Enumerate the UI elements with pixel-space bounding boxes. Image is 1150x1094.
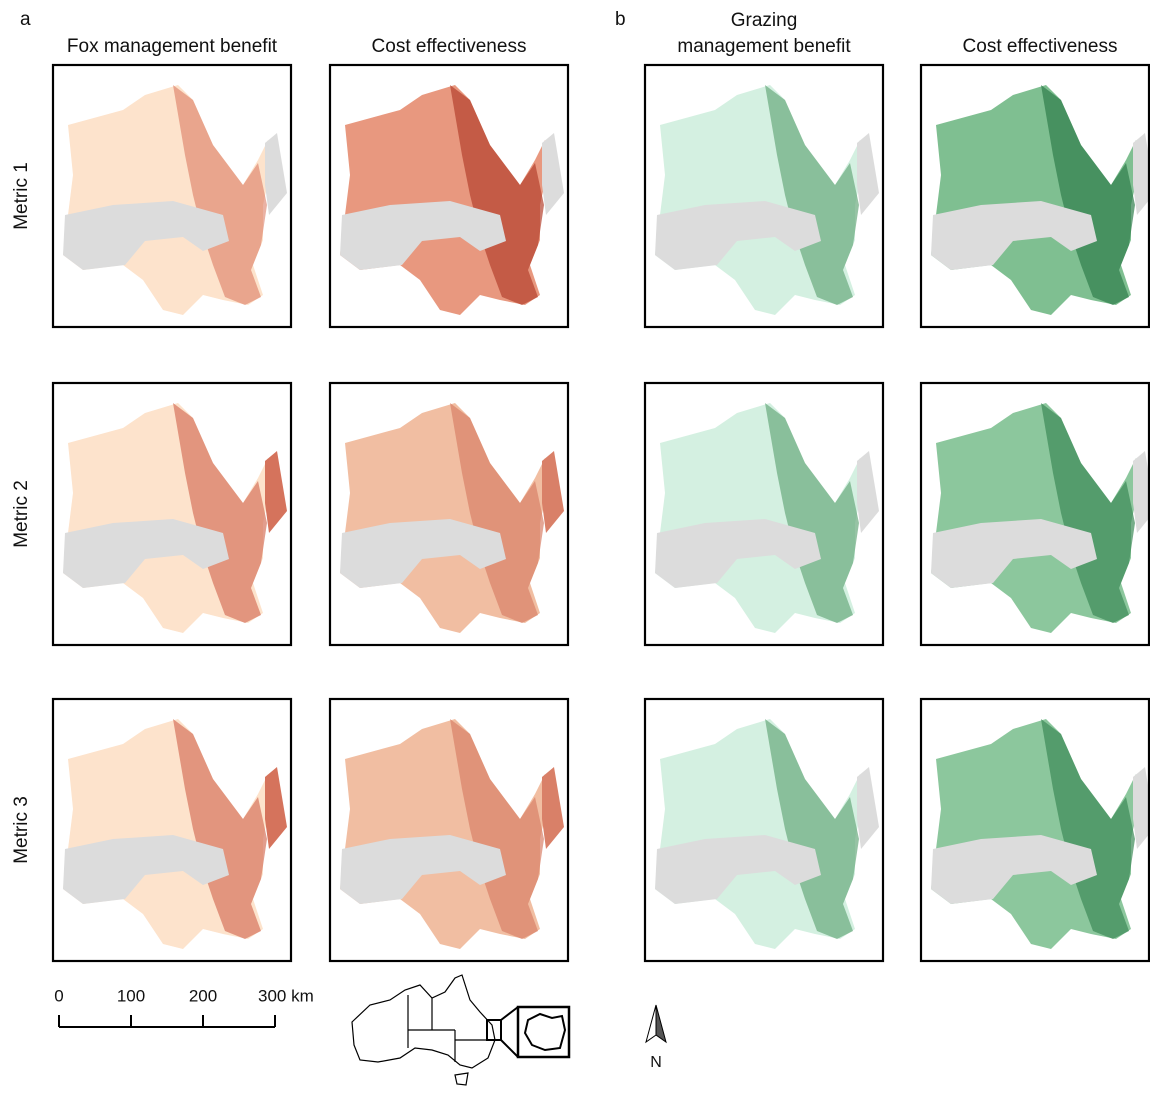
map	[921, 65, 1150, 327]
scale-label: 200	[189, 986, 217, 1005]
map-panels	[53, 65, 1150, 961]
australia	[352, 975, 495, 1068]
map	[330, 699, 568, 961]
north-arrow	[646, 1005, 666, 1042]
scale-bar	[59, 1015, 275, 1027]
column-header: management benefit	[677, 36, 851, 57]
map	[53, 699, 291, 961]
column-header: Grazing	[731, 10, 798, 31]
map	[53, 383, 291, 645]
coastal-area	[542, 767, 564, 849]
column-header: Cost effectiveness	[372, 36, 527, 57]
column-header: Fox management benefit	[67, 36, 278, 57]
coastal-area	[542, 133, 564, 215]
panel-label: a	[20, 9, 31, 30]
tasmania	[455, 1073, 468, 1085]
coastal-area	[857, 767, 879, 849]
coastal-area	[1133, 767, 1150, 849]
coastal-area	[1133, 451, 1150, 533]
coastal-area	[857, 133, 879, 215]
row-label: Metric 1	[11, 162, 32, 230]
row-label: Metric 2	[11, 480, 32, 548]
coastal-area	[265, 133, 287, 215]
inset-lines	[501, 1007, 518, 1057]
map	[330, 383, 568, 645]
figure: a b 0 100 200 300 km N Fox management be…	[0, 0, 1150, 1094]
map	[330, 65, 568, 327]
coastal-area	[265, 451, 287, 533]
page: {"panels": [ {"label": "a", "columns": […	[0, 0, 1150, 1094]
map	[645, 699, 883, 961]
row-label: Metric 3	[11, 796, 32, 864]
scale-label: 100	[117, 986, 145, 1005]
inset-map	[352, 975, 569, 1085]
scale-label: 0	[54, 986, 63, 1005]
coastal-area	[857, 451, 879, 533]
scale-label: 300 km	[258, 986, 314, 1005]
panel-label: b	[615, 9, 626, 30]
map	[645, 383, 883, 645]
map	[645, 65, 883, 327]
coastal-area	[265, 767, 287, 849]
map	[921, 383, 1150, 645]
map	[921, 699, 1150, 961]
coastal-area	[1133, 133, 1150, 215]
north-label: N	[650, 1054, 662, 1071]
coastal-area	[542, 451, 564, 533]
map	[53, 65, 291, 327]
inset-region	[525, 1014, 565, 1050]
column-header: Cost effectiveness	[963, 36, 1118, 57]
